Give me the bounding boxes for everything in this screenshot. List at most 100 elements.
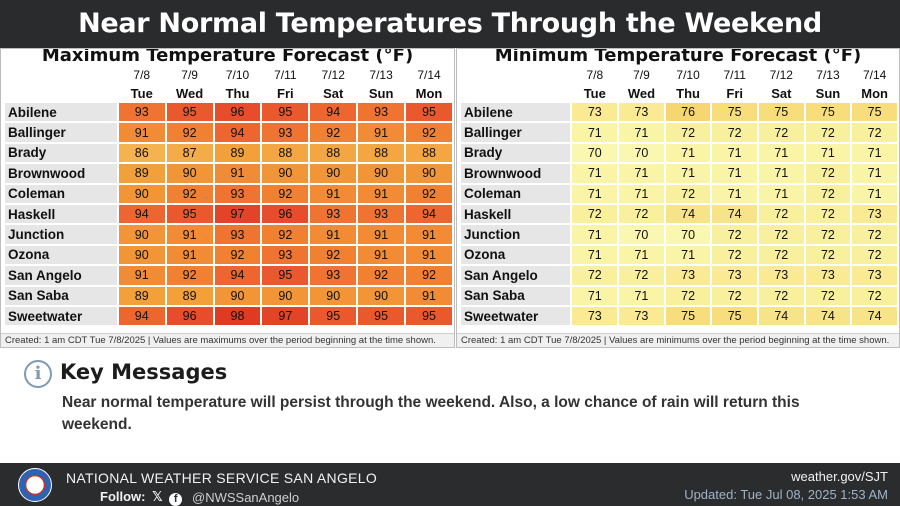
temperature-cell: 87 xyxy=(166,143,213,163)
temperature-cell: 96 xyxy=(166,306,213,326)
temperature-cell: 88 xyxy=(262,143,309,163)
x-icon[interactable]: 𝕏 xyxy=(152,489,163,504)
temperature-cell: 91 xyxy=(118,266,165,285)
day-header: Sun xyxy=(815,85,841,101)
temperature-cell: 95 xyxy=(262,266,309,285)
city-name: Coleman xyxy=(5,184,117,203)
temperature-cell: 93 xyxy=(310,266,357,285)
temperature-cell: 71 xyxy=(572,184,618,203)
date-header: 7/14 xyxy=(862,68,887,82)
temperature-cell: 72 xyxy=(852,245,897,265)
city-name: Ozona xyxy=(461,245,571,265)
temperature-cell: 95 xyxy=(406,103,452,122)
temperature-cell: 74 xyxy=(805,306,851,326)
temperature-cell: 71 xyxy=(572,123,618,142)
temperature-cell: 71 xyxy=(852,184,897,203)
footer: NATIONAL WEATHER SERVICE SAN ANGELO Foll… xyxy=(0,463,900,506)
header-days-row: Tue Wed Thu Fri Sat Sun Mon xyxy=(5,85,452,101)
website-link[interactable]: weather.gov/SJT xyxy=(791,469,888,484)
temperature-cell: 74 xyxy=(665,204,711,224)
temperature-cell: 72 xyxy=(805,164,851,183)
temperature-cell: 97 xyxy=(262,306,309,326)
table-row: San Angelo 72 72 73 73 73 73 73 xyxy=(461,266,897,285)
table-row: Abilene 73 73 76 75 75 75 75 xyxy=(461,103,897,122)
temperature-cell: 72 xyxy=(852,225,897,244)
temperature-cell: 71 xyxy=(619,164,664,183)
temperature-cell: 91 xyxy=(406,286,452,305)
follow-row: Follow: 𝕏 f xyxy=(100,489,183,506)
max-table-footnote: Created: 1 am CDT Tue 7/8/2025 | Values … xyxy=(1,333,454,347)
temperature-cell: 74 xyxy=(759,306,804,326)
date-header: 7/12 xyxy=(321,68,345,82)
temperature-cell: 71 xyxy=(852,143,897,163)
min-temperature-panel: Minimum Temperature Forecast (°F) 7/8 7/9… xyxy=(456,48,900,348)
temperature-cell: 73 xyxy=(712,266,757,285)
temperature-cell: 71 xyxy=(852,164,897,183)
temperature-cell: 95 xyxy=(262,103,309,122)
temperature-cell: 71 xyxy=(665,143,711,163)
temperature-cell: 73 xyxy=(852,266,897,285)
temperature-cell: 72 xyxy=(712,225,757,244)
temperature-cell: 74 xyxy=(852,306,897,326)
temperature-cell: 72 xyxy=(619,204,664,224)
city-name: Ozona xyxy=(5,245,117,265)
temperature-cell: 90 xyxy=(166,164,213,183)
table-row: Sweetwater 94 96 98 97 95 95 95 xyxy=(5,306,452,326)
temperature-cell: 91 xyxy=(358,184,405,203)
city-name: Brady xyxy=(5,143,117,163)
temperature-cell: 91 xyxy=(118,123,165,142)
temperature-cell: 72 xyxy=(805,286,851,305)
temperature-cell: 92 xyxy=(166,184,213,203)
day-header: Thu xyxy=(225,85,250,101)
temperature-cell: 95 xyxy=(358,306,405,326)
temperature-cell: 71 xyxy=(619,245,664,265)
temperature-cell: 73 xyxy=(619,306,664,326)
table-row: San Angelo 91 92 94 95 93 92 92 xyxy=(5,266,452,285)
temperature-cell: 95 xyxy=(310,306,357,326)
temperature-cell: 93 xyxy=(262,245,309,265)
temperature-cell: 92 xyxy=(166,123,213,142)
temperature-cell: 73 xyxy=(572,306,618,326)
temperature-cell: 93 xyxy=(214,184,261,203)
temperature-cell: 91 xyxy=(406,245,452,265)
temperature-cell: 75 xyxy=(805,103,851,122)
temperature-cell: 75 xyxy=(712,306,757,326)
temperature-cell: 94 xyxy=(118,306,165,326)
temperature-cell: 91 xyxy=(310,225,357,244)
table-row: Coleman 71 71 72 71 71 72 71 xyxy=(461,184,897,203)
office-name: NATIONAL WEATHER SERVICE SAN ANGELO xyxy=(66,470,378,486)
temperature-cell: 94 xyxy=(406,204,452,224)
temperature-cell: 72 xyxy=(805,184,851,203)
temperature-cell: 71 xyxy=(805,143,851,163)
date-header: 7/9 xyxy=(181,68,198,82)
temperature-cell: 92 xyxy=(214,245,261,265)
temperature-cell: 75 xyxy=(665,306,711,326)
facebook-icon[interactable]: f xyxy=(169,493,183,506)
temperature-cell: 71 xyxy=(572,164,618,183)
temperature-cell: 72 xyxy=(759,204,804,224)
social-handle[interactable]: @NWSSanAngelo xyxy=(192,490,300,505)
updated-timestamp: Updated: Tue Jul 08, 2025 1:53 AM xyxy=(684,487,888,502)
temperature-cell: 71 xyxy=(759,143,804,163)
temperature-cell: 88 xyxy=(358,143,405,163)
temperature-cell: 91 xyxy=(214,164,261,183)
city-name: Sweetwater xyxy=(461,306,571,326)
temperature-cell: 72 xyxy=(759,225,804,244)
day-header: Tue xyxy=(130,85,153,101)
temperature-cell: 92 xyxy=(310,245,357,265)
temperature-cell: 91 xyxy=(166,245,213,265)
temperature-cell: 90 xyxy=(262,286,309,305)
temperature-cell: 71 xyxy=(572,286,618,305)
table-row: Ballinger 91 92 94 93 92 91 92 xyxy=(5,123,452,142)
date-header: 7/9 xyxy=(633,68,650,82)
temperature-cell: 89 xyxy=(166,286,213,305)
day-header: Mon xyxy=(861,85,888,101)
day-header: Fri xyxy=(277,85,294,101)
temperature-cell: 91 xyxy=(358,123,405,142)
temperature-cell: 92 xyxy=(262,225,309,244)
day-header: Sat xyxy=(771,85,792,101)
temperature-cell: 96 xyxy=(262,204,309,224)
temperature-cell: 75 xyxy=(759,103,804,122)
table-row: Ozona 90 91 92 93 92 91 91 xyxy=(5,245,452,265)
temperature-cell: 92 xyxy=(262,184,309,203)
